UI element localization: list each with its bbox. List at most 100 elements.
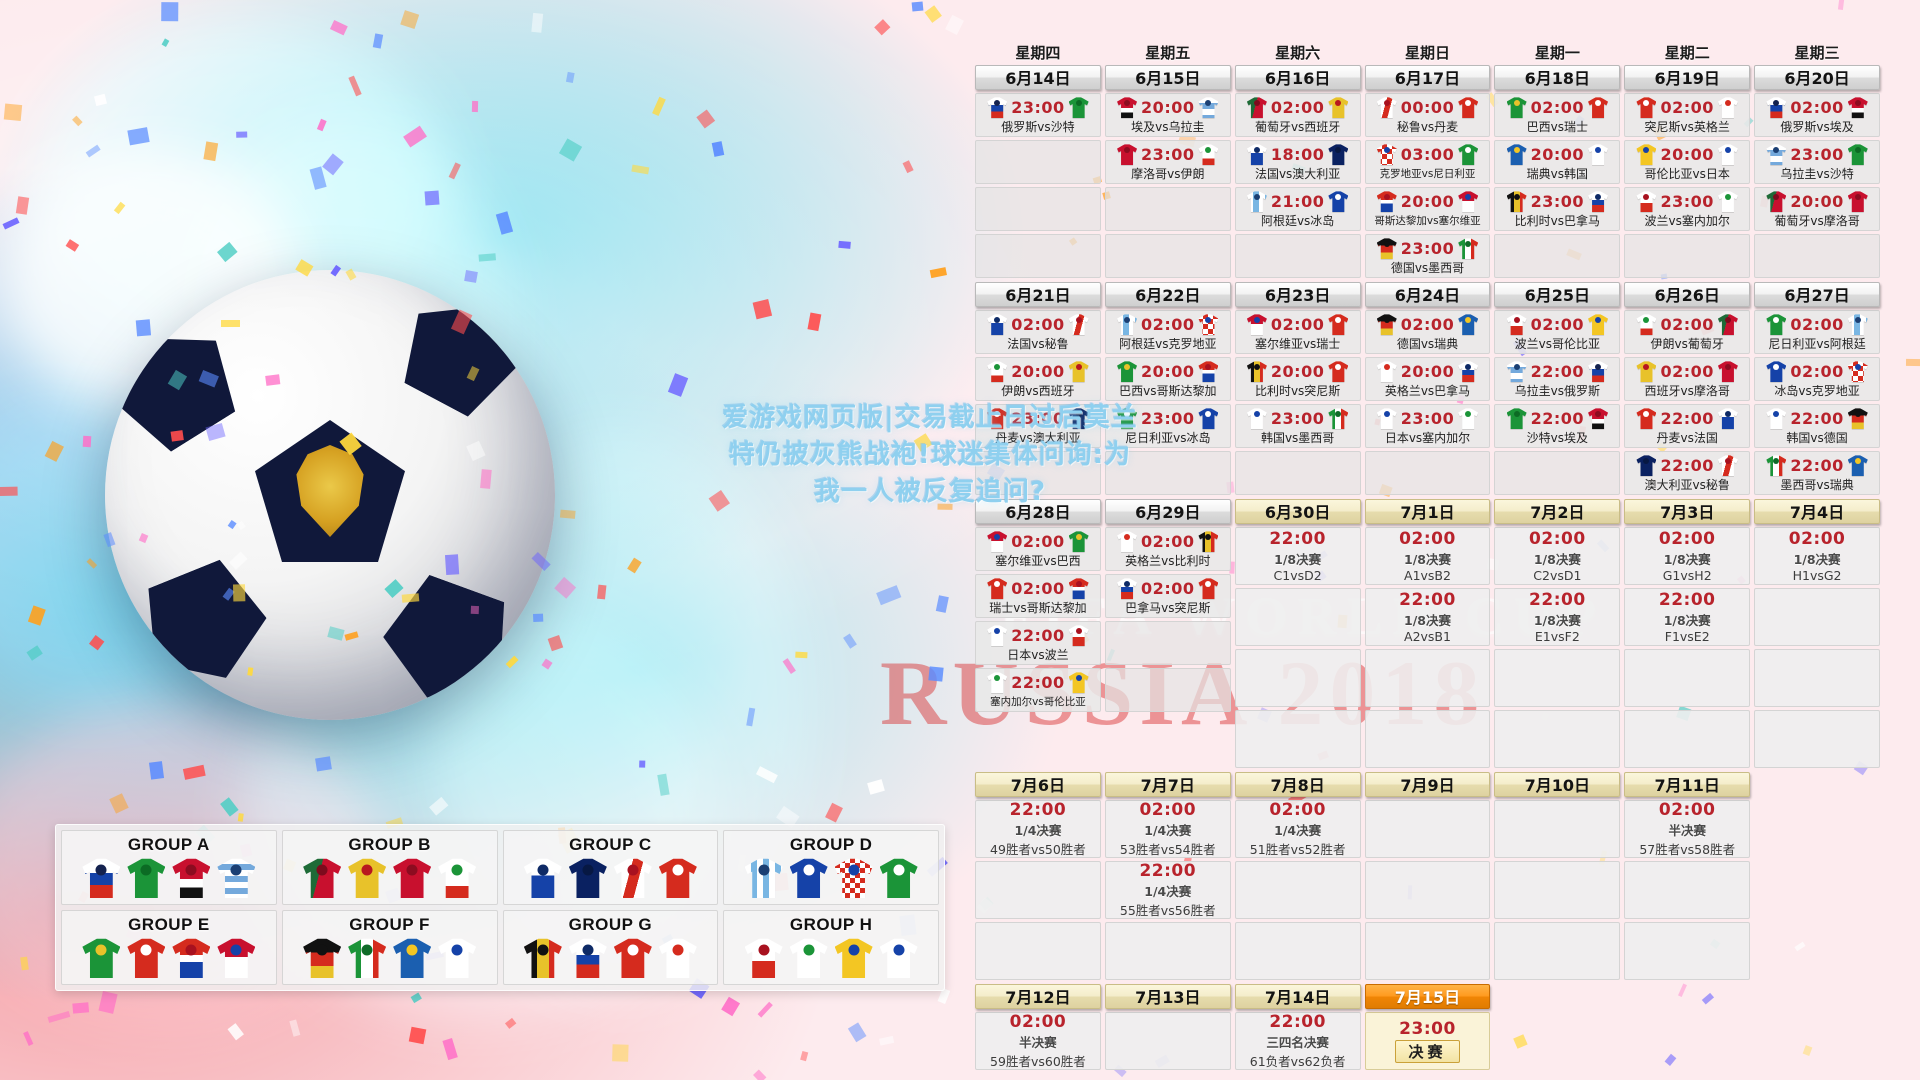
date-header[interactable]: 7月15日 <box>1364 984 1491 1009</box>
match-cell[interactable]: 22:00 丹麦vs法国 <box>1624 404 1751 448</box>
match-cell[interactable]: 23:00 韩国vs墨西哥 <box>1234 404 1361 448</box>
match-cell[interactable]: 02:00 巴拿马vs突尼斯 <box>1104 574 1231 618</box>
match-cell[interactable]: 20:00 伊朗vs西班牙 <box>975 357 1101 401</box>
match-cell[interactable]: 22:00 澳大利亚vs秘鲁 <box>1624 451 1751 495</box>
match-cell[interactable]: 23:00 日本vs塞内加尔 <box>1364 404 1491 448</box>
date-header[interactable]: 6月21日 <box>975 282 1101 307</box>
date-header[interactable]: 6月20日 <box>1754 65 1880 90</box>
date-header[interactable]: 6月16日 <box>1234 65 1361 90</box>
knockout-match-cell[interactable]: 02:00 半决赛 57胜者vs58胜者 <box>1624 800 1751 858</box>
knockout-match-cell[interactable]: 22:00 1/8决赛 A2vsB1 <box>1364 588 1491 646</box>
knockout-match-cell[interactable]: 02:00 1/4决赛 53胜者vs54胜者 <box>1104 800 1231 858</box>
knockout-match-cell[interactable]: 22:00 1/4决赛 55胜者vs56胜者 <box>1104 861 1231 919</box>
match-cell[interactable]: 02:00 伊朗vs葡萄牙 <box>1624 310 1751 354</box>
group-cell-g[interactable]: GROUP G <box>502 910 719 985</box>
group-cell-h[interactable]: GROUP H <box>723 910 939 985</box>
date-header[interactable]: 7月3日 <box>1624 499 1751 524</box>
match-cell[interactable]: 02:00 西班牙vs摩洛哥 <box>1624 357 1751 401</box>
knockout-match-cell[interactable]: 22:00 1/8决赛 E1vsF2 <box>1494 588 1621 646</box>
group-cell-d[interactable]: GROUP D <box>723 830 939 905</box>
knockout-match-cell[interactable]: 02:00 1/8决赛 C2vsD1 <box>1494 527 1621 585</box>
date-header[interactable]: 6月18日 <box>1494 65 1621 90</box>
date-header[interactable]: 6月27日 <box>1754 282 1880 307</box>
date-header[interactable]: 7月12日 <box>975 984 1101 1009</box>
final-match-cell[interactable]: 23:00 决赛 <box>1364 1012 1491 1070</box>
knockout-match-cell[interactable]: 02:00 1/8决赛 A1vsB2 <box>1364 527 1491 585</box>
date-header[interactable]: 6月19日 <box>1624 65 1751 90</box>
date-header[interactable]: 7月1日 <box>1364 499 1491 524</box>
match-cell[interactable]: 22:00 韩国vs德国 <box>1754 404 1880 448</box>
match-cell[interactable]: 02:00 阿根廷vs克罗地亚 <box>1104 310 1231 354</box>
match-cell[interactable]: 23:00 德国vs墨西哥 <box>1364 234 1491 278</box>
match-cell[interactable]: 22:00 日本vs波兰 <box>975 621 1101 665</box>
match-cell[interactable]: 23:00 俄罗斯vs沙特 <box>975 93 1101 137</box>
knockout-match-cell[interactable]: 22:00 1/8决赛 F1vsE2 <box>1624 588 1751 646</box>
knockout-match-cell[interactable]: 02:00 1/4决赛 51胜者vs52胜者 <box>1234 800 1361 858</box>
date-header[interactable]: 6月15日 <box>1104 65 1231 90</box>
knockout-match-cell[interactable]: 02:00 1/8决赛 G1vsH2 <box>1624 527 1751 585</box>
match-cell[interactable]: 20:00 瑞典vs韩国 <box>1494 140 1621 184</box>
match-cell[interactable]: 22:00 墨西哥vs瑞典 <box>1754 451 1880 495</box>
group-cell-c[interactable]: GROUP C <box>502 830 719 905</box>
match-cell[interactable]: 23:00 比利时vs巴拿马 <box>1494 187 1621 231</box>
match-cell[interactable]: 02:00 尼日利亚vs阿根廷 <box>1754 310 1880 354</box>
knockout-match-cell[interactable]: 22:00 1/4决赛 49胜者vs50胜者 <box>975 800 1101 858</box>
match-cell[interactable]: 23:00 波兰vs塞内加尔 <box>1624 187 1751 231</box>
match-cell[interactable]: 02:00 法国vs秘鲁 <box>975 310 1101 354</box>
match-cell[interactable]: 02:00 巴西vs瑞士 <box>1494 93 1621 137</box>
date-header[interactable]: 7月7日 <box>1104 772 1231 797</box>
match-cell[interactable]: 02:00 葡萄牙vs西班牙 <box>1234 93 1361 137</box>
match-cell[interactable]: 02:00 突尼斯vs英格兰 <box>1624 93 1751 137</box>
match-cell[interactable]: 02:00 德国vs瑞典 <box>1364 310 1491 354</box>
date-header[interactable]: 7月11日 <box>1624 772 1751 797</box>
date-header[interactable]: 6月23日 <box>1234 282 1361 307</box>
date-header[interactable]: 6月29日 <box>1104 499 1231 524</box>
match-cell[interactable]: 22:00 沙特vs埃及 <box>1494 404 1621 448</box>
date-header[interactable]: 6月14日 <box>975 65 1101 90</box>
group-cell-e[interactable]: GROUP E <box>61 910 277 985</box>
group-cell-b[interactable]: GROUP B <box>281 830 498 905</box>
knockout-match-cell[interactable]: 22:00 1/8决赛 C1vsD2 <box>1234 527 1361 585</box>
group-cell-f[interactable]: GROUP F <box>281 910 498 985</box>
match-cell[interactable]: 20:00 英格兰vs巴拿马 <box>1364 357 1491 401</box>
date-header[interactable]: 7月4日 <box>1754 499 1880 524</box>
date-header[interactable]: 6月24日 <box>1364 282 1491 307</box>
match-cell[interactable]: 02:00 波兰vs哥伦比亚 <box>1494 310 1621 354</box>
knockout-match-cell[interactable]: 22:00 三四名决赛 61负者vs62负者 <box>1234 1012 1361 1070</box>
match-cell[interactable]: 23:00 乌拉圭vs沙特 <box>1754 140 1880 184</box>
match-cell[interactable]: 18:00 法国vs澳大利亚 <box>1234 140 1361 184</box>
date-header[interactable]: 6月30日 <box>1234 499 1361 524</box>
match-cell[interactable]: 23:00 尼日利亚vs冰岛 <box>1104 404 1231 448</box>
match-cell[interactable]: 20:00 比利时vs突尼斯 <box>1234 357 1361 401</box>
date-header[interactable]: 7月2日 <box>1494 499 1621 524</box>
match-cell[interactable]: 02:00 俄罗斯vs埃及 <box>1754 93 1880 137</box>
date-header[interactable]: 6月22日 <box>1104 282 1231 307</box>
match-cell[interactable]: 23:00 丹麦vs澳大利亚 <box>975 404 1101 448</box>
match-cell[interactable]: 20:00 哥斯达黎加vs塞尔维亚 <box>1364 187 1491 231</box>
date-header[interactable]: 7月6日 <box>975 772 1101 797</box>
match-cell[interactable]: 02:00 塞尔维亚vs瑞士 <box>1234 310 1361 354</box>
match-cell[interactable]: 20:00 巴西vs哥斯达黎加 <box>1104 357 1231 401</box>
match-cell[interactable]: 02:00 冰岛vs克罗地亚 <box>1754 357 1880 401</box>
match-cell[interactable]: 20:00 葡萄牙vs摩洛哥 <box>1754 187 1880 231</box>
match-cell[interactable]: 21:00 阿根廷vs冰岛 <box>1234 187 1361 231</box>
knockout-match-cell[interactable]: 02:00 半决赛 59胜者vs60胜者 <box>975 1012 1101 1070</box>
date-header[interactable]: 6月25日 <box>1494 282 1621 307</box>
date-header[interactable]: 7月8日 <box>1234 772 1361 797</box>
match-cell[interactable]: 23:00 摩洛哥vs伊朗 <box>1104 140 1231 184</box>
match-cell[interactable]: 22:00 乌拉圭vs俄罗斯 <box>1494 357 1621 401</box>
match-cell[interactable]: 02:00 英格兰vs比利时 <box>1104 527 1231 571</box>
date-header[interactable]: 7月9日 <box>1364 772 1491 797</box>
match-cell[interactable]: 22:00 塞内加尔vs哥伦比亚 <box>975 668 1101 712</box>
match-cell[interactable]: 00:00 秘鲁vs丹麦 <box>1364 93 1491 137</box>
match-cell[interactable]: 20:00 哥伦比亚vs日本 <box>1624 140 1751 184</box>
match-cell[interactable]: 02:00 塞尔维亚vs巴西 <box>975 527 1101 571</box>
knockout-match-cell[interactable]: 02:00 1/8决赛 H1vsG2 <box>1754 527 1880 585</box>
group-cell-a[interactable]: GROUP A <box>61 830 277 905</box>
match-cell[interactable]: 03:00 克罗地亚vs尼日利亚 <box>1364 140 1491 184</box>
match-cell[interactable]: 20:00 埃及vs乌拉圭 <box>1104 93 1231 137</box>
match-cell[interactable]: 02:00 瑞士vs哥斯达黎加 <box>975 574 1101 618</box>
date-header[interactable]: 7月13日 <box>1104 984 1231 1009</box>
date-header[interactable]: 6月28日 <box>975 499 1101 524</box>
date-header[interactable]: 7月10日 <box>1494 772 1621 797</box>
